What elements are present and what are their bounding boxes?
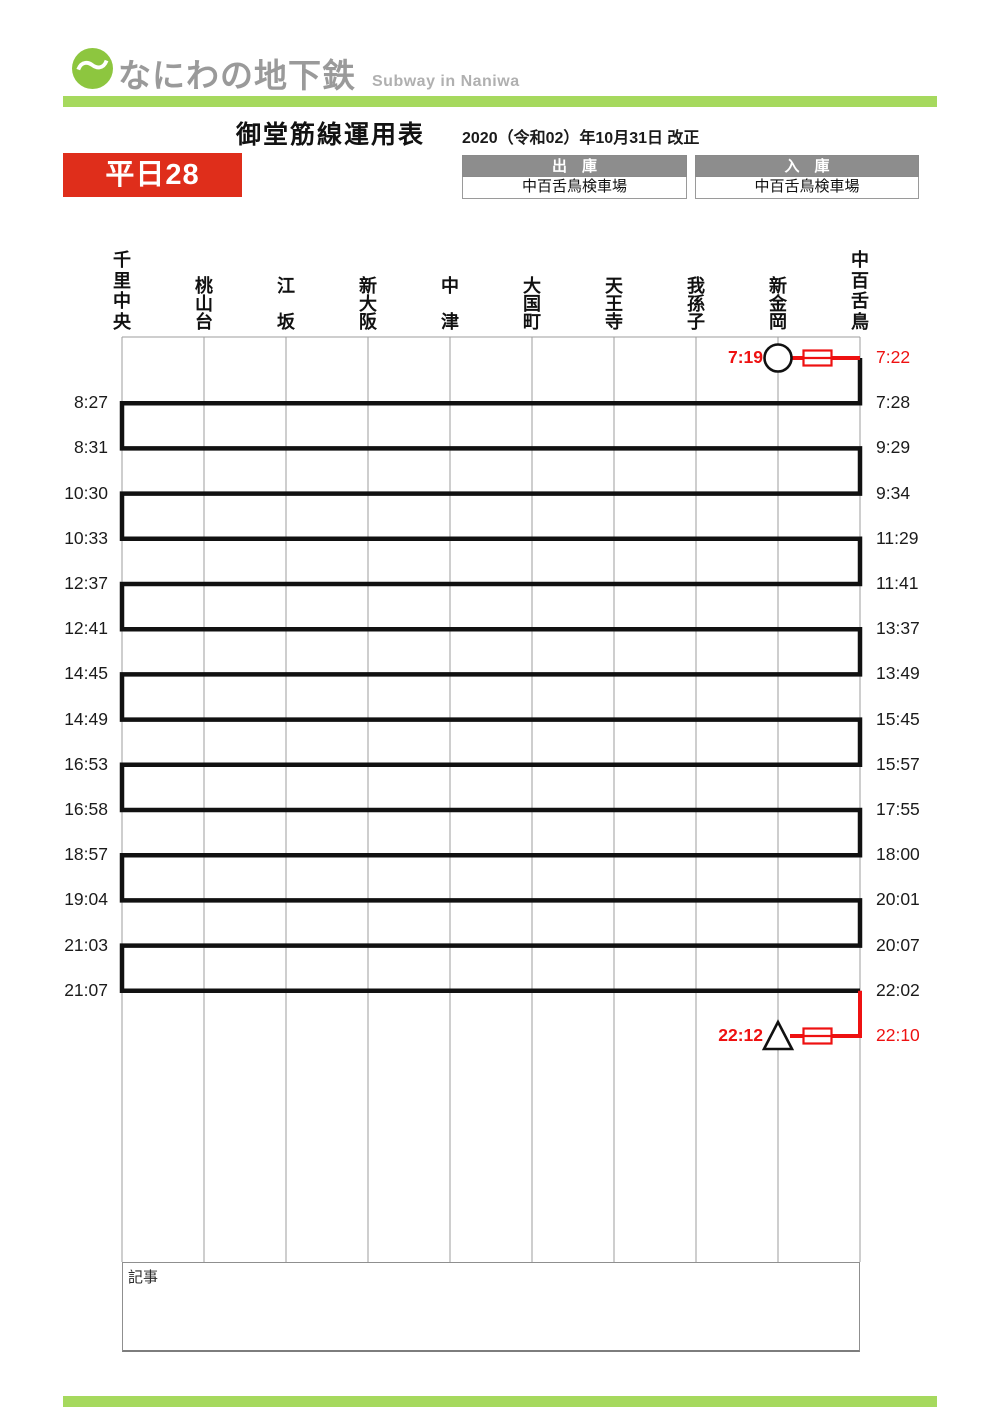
time-label-right: 15:45 [876, 708, 920, 729]
depot-in-header: 入 庫 [695, 155, 919, 177]
time-label-left: 21:03 [64, 934, 108, 955]
time-label-right: 22:02 [876, 979, 920, 1000]
depot-in-value: 中百舌鳥検車場 [695, 177, 919, 199]
station-label: 千里中央 [113, 250, 131, 332]
time-label-right: 20:07 [876, 934, 920, 955]
time-label-left: 12:41 [64, 618, 108, 639]
station-label: 新大阪 [359, 276, 377, 332]
time-label-right: 15:57 [876, 753, 920, 774]
time-label-left: 21:07 [64, 979, 108, 1000]
station-label: 江坂 [277, 276, 295, 332]
time-label-right: 13:49 [876, 663, 920, 684]
header-green-rule [63, 96, 937, 107]
revision-date: 2020（令和02）年10月31日 改正 [462, 130, 700, 147]
time-label-left: 10:33 [64, 527, 108, 548]
time-label-left: 19:04 [64, 889, 108, 910]
station-label: 桃山台 [195, 276, 213, 332]
station-label: 中百舌鳥 [851, 250, 869, 332]
deadhead-symbol [802, 349, 833, 367]
time-label-right: 13:37 [876, 618, 920, 639]
subway-logo-icon: ～ [72, 45, 113, 89]
depot-in-table: 入 庫 中百舌鳥検車場 [695, 155, 919, 199]
notes-label: 記事 [128, 1269, 159, 1286]
time-label-left: 16:58 [64, 799, 108, 820]
page-title: 御堂筋線運用表 [236, 121, 426, 149]
station-label: 天王寺 [605, 276, 623, 332]
station-label: 大国町 [523, 276, 541, 332]
deadhead-symbol [802, 1027, 833, 1045]
pull-out-depot-time: 7:19 [727, 347, 763, 368]
pull-out-circle-marker [763, 343, 793, 373]
depot-out-header: 出 庫 [462, 155, 687, 177]
station-label: 新金岡 [769, 276, 787, 332]
logo-subtitle: Subway in Naniwa [372, 73, 520, 90]
depot-out-value: 中百舌鳥検車場 [462, 177, 687, 199]
time-label-right: 9:34 [876, 482, 911, 503]
duty-badge: 平日28 [63, 153, 242, 197]
notes-box: 記事 [122, 1262, 860, 1352]
time-label-right: 20:01 [876, 889, 920, 910]
pull-in-line [790, 990, 862, 1038]
logo-wave-glyph: ～ [72, 45, 112, 88]
logo-text: なにわの地下鉄 [118, 57, 356, 94]
time-label-left: 8:27 [73, 392, 108, 413]
pull-in-departure-time: 22:10 [876, 1025, 920, 1046]
time-label-left: 14:49 [64, 708, 108, 729]
time-label-right: 7:28 [876, 392, 911, 413]
time-label-left: 16:53 [64, 753, 108, 774]
train-run-path [119, 358, 863, 994]
time-label-right: 11:29 [876, 527, 919, 548]
time-label-right: 17:55 [876, 799, 920, 820]
footer-green-rule [63, 1396, 937, 1407]
time-label-left: 10:30 [64, 482, 108, 503]
pull-out-arrival-time: 7:22 [876, 347, 911, 368]
time-label-left: 12:37 [64, 573, 108, 594]
time-label-right: 11:41 [876, 573, 919, 594]
station-label: 中津 [441, 276, 459, 332]
time-label-right: 9:29 [876, 437, 911, 458]
depot-out-table: 出 庫 中百舌鳥検車場 [462, 155, 687, 199]
station-label: 我孫子 [687, 276, 705, 332]
pull-in-depot-time: 22:12 [718, 1025, 763, 1046]
time-label-left: 8:31 [73, 437, 108, 458]
time-label-left: 18:57 [64, 844, 108, 865]
pull-in-triangle-marker [761, 1019, 795, 1051]
time-label-right: 18:00 [876, 844, 920, 865]
time-label-left: 14:45 [64, 663, 108, 684]
